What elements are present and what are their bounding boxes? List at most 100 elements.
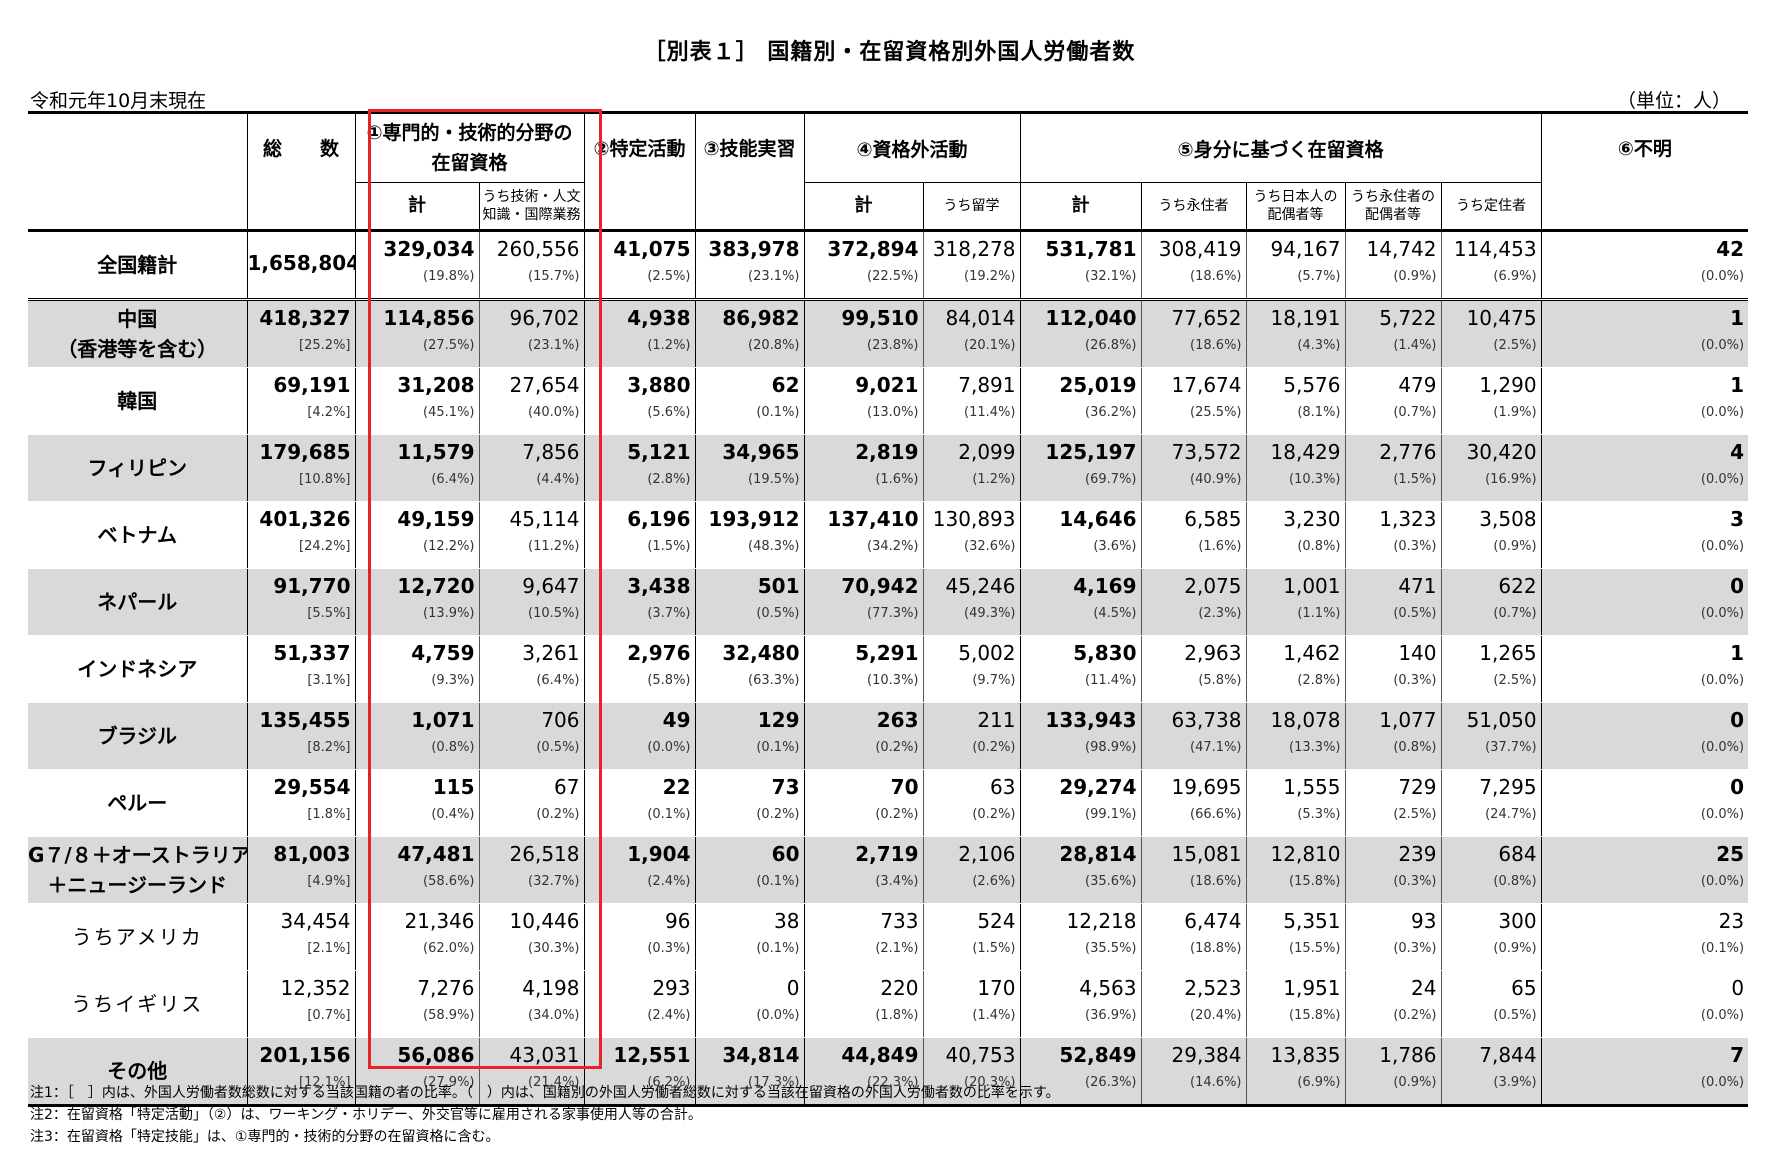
cell: 0 (0.0%): [1540, 568, 1749, 636]
cell-value: 2,963: [1184, 641, 1242, 665]
cell-percent: (4.3%): [1297, 338, 1341, 353]
cell-percent: (0.9%): [1493, 941, 1537, 956]
cell-percent: (15.5%): [1289, 941, 1341, 956]
cell-value: 1: [1730, 641, 1745, 665]
cell: 133,943 (98.9%): [1019, 702, 1141, 770]
cell: 1,265 (2.5%): [1440, 635, 1542, 703]
cell-value: 3,508: [1479, 507, 1537, 531]
cell-percent: (0.3%): [1393, 941, 1437, 956]
cell: 479 (0.7%): [1344, 367, 1441, 435]
cell-percent: (0.5%): [536, 740, 580, 755]
footnote-2: 注2：在留資格「特定活動」（②）は、ワーキング・ホリデー、外交官等に雇用される家…: [30, 1107, 702, 1123]
cell: 96 (0.3%): [583, 903, 695, 971]
cell: 3,438 (3.7%): [583, 568, 695, 636]
cell-percent: (66.6%): [1190, 807, 1242, 822]
cell: 729 (2.5%): [1344, 769, 1441, 837]
cell-value: 13,835: [1270, 1043, 1341, 1067]
cell-percent: (10.5%): [528, 606, 580, 621]
cell-value: 2,776: [1379, 440, 1437, 464]
nationality-name: フィリピン: [87, 456, 188, 480]
cell-value: 73: [771, 775, 800, 799]
footnote-1: 注1：［ ］内は、外国人労働者数総数に対する当該国籍の者の比率。（ ）内は、国籍…: [30, 1085, 1060, 1101]
cell-value: 4,938: [627, 306, 691, 330]
cell-value: 733: [880, 909, 919, 933]
cell-percent: (0.7%): [1393, 405, 1437, 420]
header-engineer-line2: 知識・国際業務: [482, 207, 581, 223]
cell-value: 401,326: [259, 507, 351, 531]
cell-value: 93: [1411, 909, 1437, 933]
nationality-name: 韓国: [117, 389, 158, 413]
cell-percent: (19.5%): [748, 472, 800, 487]
cell: 28,814 (35.6%): [1019, 836, 1141, 904]
cell-value: 70: [890, 775, 919, 799]
cell: 4,563 (36.9%): [1019, 970, 1141, 1038]
cell-percent: (1.4%): [1393, 338, 1437, 353]
cell-value: 5,722: [1379, 306, 1437, 330]
cell: 129 (0.1%): [694, 702, 804, 770]
cell-percent: (0.4%): [431, 807, 475, 822]
header-designated: ②特定活動: [583, 112, 695, 231]
cell: 14,646 (3.6%): [1019, 501, 1141, 569]
cell-value: 91,770: [273, 574, 351, 598]
cell: 56,086 (27.9%): [354, 1037, 479, 1107]
cell-percent: (69.7%): [1085, 472, 1137, 487]
cell-value: 7,844: [1479, 1043, 1537, 1067]
cell-value: 6,196: [627, 507, 691, 531]
cell-percent: (99.1%): [1085, 807, 1137, 822]
cell-percent: [8.2%]: [307, 740, 351, 755]
cell: 0 (0.0%): [694, 970, 804, 1038]
cell-percent: (11.2%): [528, 539, 580, 554]
cell-percent: (2.8%): [647, 472, 691, 487]
cell-value: 220: [880, 976, 919, 1000]
cell-value: 137,410: [827, 507, 919, 531]
cell-percent: (6.2%): [647, 1075, 691, 1090]
cell-percent: (15.8%): [1289, 874, 1341, 889]
cell-percent: (36.9%): [1085, 1008, 1137, 1023]
cell: 12,810 (15.8%): [1245, 836, 1345, 904]
cell: 684 (0.8%): [1440, 836, 1542, 904]
cell-value: 129: [757, 708, 800, 732]
row-nationality: 韓国: [28, 367, 247, 435]
cell-percent: (5.6%): [647, 405, 691, 420]
cell: 31,208 (45.1%): [354, 367, 479, 435]
cell-value: 96: [665, 909, 691, 933]
cell-percent: (0.0%): [1700, 472, 1745, 487]
cell: 114,856 (27.5%): [354, 299, 479, 368]
cell-percent: [5.5%]: [307, 606, 351, 621]
cell-value: 63,738: [1171, 708, 1242, 732]
cell: 130,893 (32.6%): [922, 501, 1020, 569]
cell-value: 49,159: [397, 507, 475, 531]
table-row: ペルー 29,554 [1.8%] 115 (0.4%) 67 (0.2%) 22 (0.1%)…: [28, 769, 1749, 837]
cell-percent: (0.8%): [1493, 874, 1537, 889]
cell-value: 5,830: [1073, 641, 1137, 665]
cell-value: 706: [541, 708, 580, 732]
cell: 3,880 (5.6%): [583, 367, 695, 435]
cell: 2,976 (5.8%): [583, 635, 695, 703]
cell-percent: (48.3%): [748, 539, 800, 554]
cell: 14,742 (0.9%): [1344, 229, 1441, 301]
cell-value: 10,446: [509, 909, 580, 933]
cell-value: 86,982: [722, 306, 800, 330]
cell: 30,420 (16.9%): [1440, 434, 1542, 502]
cell-value: 1,462: [1283, 641, 1341, 665]
header-engineer-line1: うち技術・人文: [482, 189, 581, 205]
cell-value: 5,002: [958, 641, 1016, 665]
cell-percent: (32.6%): [964, 539, 1016, 554]
cell-value: 38: [774, 909, 800, 933]
cell: 0 (0.0%): [1540, 769, 1749, 837]
cell: 4,198 (34.0%): [478, 970, 584, 1038]
cell-value: 114,453: [1453, 237, 1537, 261]
cell-percent: (0.2%): [536, 807, 580, 822]
cell-percent: (2.4%): [647, 1008, 691, 1023]
cell-percent: [10.8%]: [299, 472, 351, 487]
cell: 5,830 (11.4%): [1019, 635, 1141, 703]
cell: 24 (0.2%): [1344, 970, 1441, 1038]
header-unknown: ⑥不明: [1540, 112, 1749, 231]
cell: 12,720 (13.9%): [354, 568, 479, 636]
cell: 6,196 (1.5%): [583, 501, 695, 569]
cell: 32,480 (63.3%): [694, 635, 804, 703]
cell-value: 43,031: [509, 1043, 580, 1067]
cell: 329,034 (19.8%): [354, 229, 479, 301]
cell-value: 51,050: [1466, 708, 1537, 732]
cell-value: 81,003: [273, 842, 351, 866]
